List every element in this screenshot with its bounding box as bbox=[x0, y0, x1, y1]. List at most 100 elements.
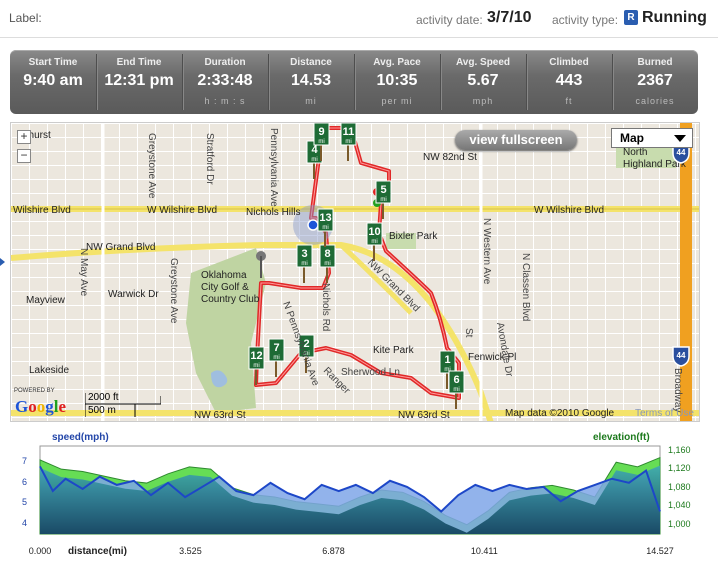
stat-duration: Duration 2:33:48 h : m : s bbox=[182, 50, 268, 114]
mile-marker-unit: mi bbox=[273, 355, 279, 361]
park-area bbox=[616, 148, 676, 168]
stat-separator bbox=[612, 54, 613, 110]
map-label-okc-golf: Oklahoma City Golf & Country Club bbox=[201, 270, 260, 305]
mile-marker-number: 3 bbox=[301, 248, 307, 260]
map-label-bixler: Bixler Park bbox=[389, 231, 438, 242]
stat-avg-speed: Avg. Speed 5.67 mph bbox=[440, 50, 526, 114]
map-canvas[interactable]: 1mi2mi3mi4mi5mi6mi7mi8mi9mi10mi11mi12mi1… bbox=[11, 123, 700, 422]
y-right-tick-label: 1,160 bbox=[668, 444, 691, 455]
map-type-select[interactable]: Map bbox=[611, 128, 693, 148]
stat-distance: Distance 14.53 mi bbox=[268, 50, 354, 114]
scale-bar bbox=[85, 393, 161, 417]
mile-marker-6[interactable]: 6mi bbox=[448, 370, 465, 409]
chart-x-axis-label: distance(mi) bbox=[68, 546, 127, 557]
mile-marker-number: 9 bbox=[318, 126, 324, 138]
stat-unit: calories bbox=[635, 96, 675, 106]
mile-marker-number: 13 bbox=[319, 212, 331, 224]
mile-marker-number: 8 bbox=[324, 248, 330, 260]
route-map[interactable]: 1 mi 2 mi 3 mi 4 mi 5 mi 6 mi 7 mi 8 mi 9 mi 10 mi 11 mi 12 mi 1… bbox=[10, 122, 700, 422]
mile-marker-number: 12 bbox=[250, 350, 262, 362]
terms-of-use-link[interactable]: Terms of Use bbox=[635, 408, 694, 419]
map-label-stratford: Stratford Dr bbox=[204, 133, 215, 185]
expand-arrow-icon[interactable] bbox=[0, 258, 5, 266]
y-left-tick-label: 4 bbox=[22, 517, 28, 528]
elevation-shade bbox=[40, 465, 660, 534]
mile-marker-1[interactable]: 1mi bbox=[439, 350, 456, 389]
map-label-nw-82nd: NW 82nd St bbox=[423, 152, 477, 163]
stat-separator bbox=[440, 54, 441, 110]
grand-diag-road bbox=[339, 243, 413, 315]
mile-marker-unit: mi bbox=[318, 139, 324, 145]
map-label-nw-grand: NW Grand Blvd bbox=[86, 242, 155, 253]
mile-marker-number: 6 bbox=[453, 374, 459, 386]
scale-m-label: 500 m bbox=[88, 405, 116, 416]
pond bbox=[211, 370, 228, 388]
stat-unit: per mi bbox=[381, 96, 413, 106]
view-fullscreen-button[interactable]: view fullscreen bbox=[455, 130, 577, 150]
activity-date-value: 3/7/10 bbox=[487, 9, 532, 26]
mile-marker-unit: mi bbox=[444, 367, 450, 373]
mile-marker-3[interactable]: 3mi bbox=[296, 244, 313, 283]
chart-right-axis-label: elevation(ft) bbox=[593, 432, 650, 443]
map-label-nw-63rd-right: NW 63rd St bbox=[398, 410, 450, 421]
label-field[interactable]: Label: bbox=[9, 11, 42, 25]
map-label-broadway: Broadway bbox=[672, 368, 683, 412]
mile-marker-unit: mi bbox=[324, 261, 330, 267]
map-label-north-highland: North Highland Park bbox=[623, 147, 687, 170]
stat-separator bbox=[96, 54, 97, 110]
x-tick-label: 0.000 bbox=[28, 546, 52, 556]
map-label-w-wilshire-left: Wilshire Blvd bbox=[13, 205, 71, 216]
stat-unit: ft bbox=[565, 96, 573, 106]
y-right-tick-label: 1,040 bbox=[668, 500, 691, 511]
stat-heading: End Time bbox=[116, 57, 162, 68]
mile-marker-8[interactable]: 8mi bbox=[319, 244, 336, 283]
mile-marker-unit: mi bbox=[301, 261, 307, 267]
stat-value: 12:31 pm bbox=[104, 72, 174, 89]
x-tick-label: 10.411 bbox=[470, 546, 498, 556]
mile-marker-2[interactable]: 2mi bbox=[298, 334, 315, 373]
divider bbox=[0, 37, 718, 38]
stat-separator bbox=[354, 54, 355, 110]
stat-separator bbox=[526, 54, 527, 110]
mile-marker-7[interactable]: 7mi bbox=[268, 338, 285, 377]
mile-marker-number: 2 bbox=[303, 338, 309, 350]
map-label-nichols-rd: Nichols Rd bbox=[320, 283, 331, 331]
zoom-out-button[interactable]: − bbox=[17, 149, 31, 163]
speed-elevation-chart[interactable]: speed(mph) elevation(ft) distance(mi) 0.… bbox=[0, 428, 718, 570]
stat-value: 14.53 bbox=[290, 72, 332, 89]
stat-heading: Start Time bbox=[28, 57, 78, 68]
mile-marker-5[interactable]: 5mi bbox=[375, 180, 392, 219]
map-label-greystone-top: Greystone Ave bbox=[146, 133, 157, 199]
map-label-western: N Western Ave bbox=[481, 218, 492, 285]
stat-heading: Avg. Speed bbox=[455, 57, 511, 68]
y-right-tick-label: 1,120 bbox=[668, 463, 691, 474]
stat-unit: mph bbox=[472, 96, 494, 106]
map-label-kite-park: Kite Park bbox=[373, 345, 415, 356]
map-label-nw-63rd-left: NW 63rd St bbox=[194, 410, 246, 421]
map-label-fenwick: Fenwick Pl bbox=[468, 352, 516, 363]
mile-marker-9[interactable]: 9mi bbox=[313, 123, 330, 161]
stats-bar: Start Time 9:40 am End Time 12:31 pm Duratio… bbox=[10, 50, 698, 114]
map-label-lakeside: Lakeside bbox=[29, 365, 69, 376]
golf-course-area bbox=[186, 248, 266, 413]
speed-line bbox=[39, 466, 661, 513]
stat-value: 2367 bbox=[637, 72, 673, 89]
mile-marker-unit: mi bbox=[253, 363, 259, 369]
map-label-warwick: Warwick Dr bbox=[108, 289, 159, 300]
stat-avg-pace: Avg. Pace 10:35 per mi bbox=[354, 50, 440, 114]
mile-markers: 1mi2mi3mi4mi5mi6mi7mi8mi9mi10mi11mi12mi1… bbox=[248, 123, 465, 409]
stat-start-time: Start Time 9:40 am bbox=[10, 50, 96, 114]
interstate-shield-number: 44 bbox=[677, 148, 686, 157]
map-label-mayview: Mayview bbox=[26, 295, 66, 306]
mile-marker-number: 1 bbox=[444, 354, 450, 366]
scale-ft-label: 2000 ft bbox=[88, 392, 119, 403]
activity-type-value: Running bbox=[642, 9, 707, 26]
map-label-lakehurst: ehurst bbox=[23, 130, 51, 141]
zoom-in-button[interactable]: + bbox=[17, 130, 31, 144]
stat-heading: Climbed bbox=[549, 57, 589, 68]
mile-marker-number: 5 bbox=[380, 184, 386, 196]
